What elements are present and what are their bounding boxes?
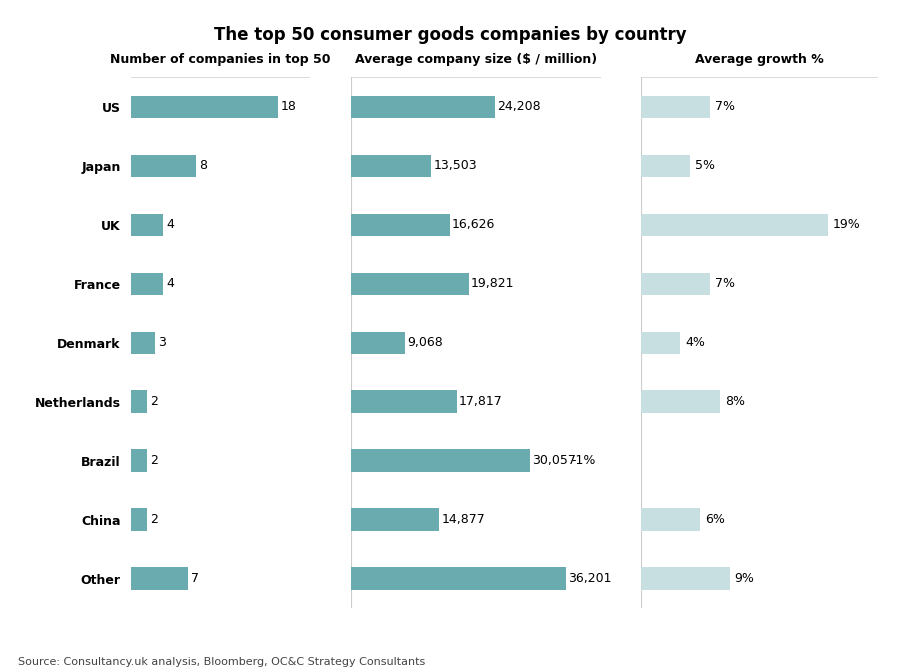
Text: 9,068: 9,068 <box>407 336 443 349</box>
Text: 3: 3 <box>158 336 166 349</box>
Bar <box>130 331 155 354</box>
Text: Source: Consultancy.uk analysis, Bloomberg, OC&C Strategy Consultants: Source: Consultancy.uk analysis, Bloombe… <box>18 657 425 667</box>
Bar <box>641 331 680 354</box>
Text: 7%: 7% <box>715 100 735 114</box>
Text: 36,201: 36,201 <box>569 572 612 585</box>
Bar <box>641 214 828 236</box>
Text: 6%: 6% <box>705 513 725 526</box>
Bar <box>130 214 163 236</box>
Bar <box>351 331 405 354</box>
Text: 4%: 4% <box>686 336 706 349</box>
Text: 2: 2 <box>150 513 158 526</box>
Title: Average company size ($ / million): Average company size ($ / million) <box>355 53 597 67</box>
Text: 9%: 9% <box>734 572 754 585</box>
Text: 2: 2 <box>150 395 158 408</box>
Bar <box>130 273 163 295</box>
Text: 8%: 8% <box>724 395 745 408</box>
Bar <box>641 155 690 177</box>
Bar <box>641 509 700 531</box>
Text: 5%: 5% <box>696 159 716 172</box>
Bar <box>130 390 147 413</box>
Bar <box>351 390 457 413</box>
Text: 7: 7 <box>191 572 199 585</box>
Text: -1%: -1% <box>572 454 596 467</box>
Text: 13,503: 13,503 <box>434 159 477 172</box>
Bar <box>130 450 147 472</box>
Bar <box>130 95 277 118</box>
Bar <box>351 273 469 295</box>
Bar <box>130 509 147 531</box>
Title: Number of companies in top 50: Number of companies in top 50 <box>110 53 330 67</box>
Bar <box>351 567 566 590</box>
Text: 16,626: 16,626 <box>452 218 495 231</box>
Bar <box>641 567 730 590</box>
Bar <box>641 95 710 118</box>
Text: 4: 4 <box>166 278 175 290</box>
Text: The top 50 consumer goods companies by country: The top 50 consumer goods companies by c… <box>213 26 687 44</box>
Title: Average growth %: Average growth % <box>695 53 824 67</box>
Text: 30,057: 30,057 <box>532 454 576 467</box>
Text: 4: 4 <box>166 218 175 231</box>
Bar <box>351 214 450 236</box>
Text: 14,877: 14,877 <box>442 513 485 526</box>
Bar <box>641 273 710 295</box>
Text: 7%: 7% <box>715 278 735 290</box>
Text: 17,817: 17,817 <box>459 395 503 408</box>
Text: 2: 2 <box>150 454 158 467</box>
Bar <box>351 509 439 531</box>
Text: 8: 8 <box>199 159 207 172</box>
Text: 24,208: 24,208 <box>497 100 541 114</box>
Bar <box>641 390 720 413</box>
Text: 19,821: 19,821 <box>471 278 515 290</box>
Bar <box>351 155 431 177</box>
Text: 19%: 19% <box>833 218 861 231</box>
Bar <box>351 450 529 472</box>
Bar <box>351 95 495 118</box>
Text: 18: 18 <box>281 100 297 114</box>
Bar <box>130 155 196 177</box>
Bar <box>130 567 188 590</box>
